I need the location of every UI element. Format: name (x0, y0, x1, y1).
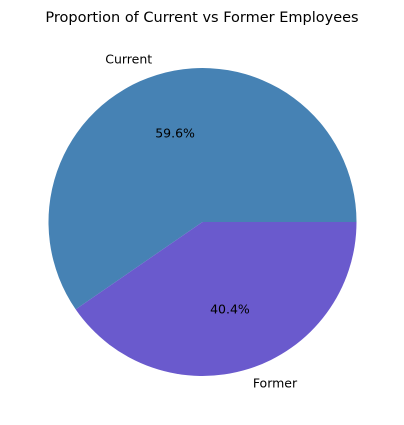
pie-slice-former (75, 222, 357, 376)
pie-slices (48, 67, 357, 376)
pie-labels: Current 59.6% Former 40.4% (105, 52, 298, 391)
slice-percent-current: 59.6% (155, 125, 195, 140)
chart-title: Proportion of Current vs Former Employee… (45, 10, 358, 26)
slice-label-former: Former (253, 375, 298, 390)
slice-label-current: Current (105, 52, 152, 67)
slice-percent-former: 40.4% (210, 302, 250, 317)
pie-slice-current (48, 67, 357, 310)
